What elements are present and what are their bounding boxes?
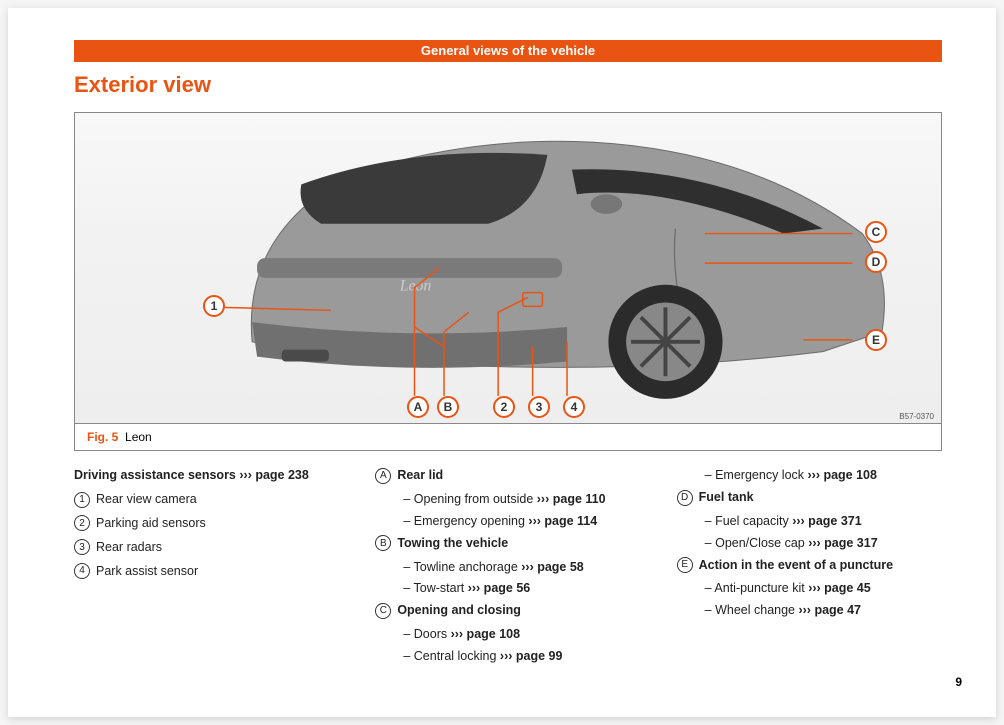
section-title: Fuel tank [699,490,754,504]
section-A: A Rear lid [375,465,640,487]
sub-ref: ››› page 58 [521,560,584,574]
sub-item: Fuel capacity ››› page 371 [677,511,942,533]
section-title: Action in the event of a puncture [699,558,893,572]
marker-A: A [375,468,391,484]
sub-text: Emergency opening [414,514,529,528]
sub-item: Opening from outside ››› page 110 [375,489,640,511]
callout-C: C [865,221,887,243]
marker-2: 2 [74,515,90,531]
figure-code: B57-0370 [896,411,937,422]
item-text: Park assist sensor [96,564,198,578]
sub-text: Central locking [414,649,500,663]
sub-text: Anti-puncture kit [714,581,808,595]
figure-caption-text: Leon [125,430,152,444]
sub-text: Doors [414,627,451,641]
item-text: Rear view camera [96,492,197,506]
figure-number: Fig. 5 [87,430,118,444]
sub-ref: ››› page 114 [528,514,597,528]
sub-item: Doors ››› page 108 [375,624,640,646]
item-text: Parking aid sensors [96,516,206,530]
callout-A: A [407,396,429,418]
sub-item: Emergency lock ››› page 108 [677,465,942,487]
legend-columns: Driving assistance sensors ››› page 238 … [74,465,942,668]
legend-col-3: Emergency lock ››› page 108 D Fuel tank F… [677,465,942,668]
sub-ref: ››› page 99 [500,649,563,663]
callout-3: 3 [528,396,550,418]
sub-item: Open/Close cap ››› page 317 [677,533,942,555]
section-title: Rear lid [397,468,443,482]
sub-text: Tow-start [414,581,468,595]
sub-text: Open/Close cap [715,536,808,550]
sub-ref: ››› page 108 [451,627,520,641]
marker-D: D [677,490,693,506]
marker-3: 3 [74,539,90,555]
sub-item: Anti-puncture kit ››› page 45 [677,578,942,600]
sub-ref: ››› page 110 [537,492,606,506]
sub-ref: ››› page 371 [792,514,861,528]
section-C: C Opening and closing [375,600,640,622]
section-title: Opening and closing [397,603,521,617]
section-E: E Action in the event of a puncture [677,555,942,577]
callout-2: 2 [493,396,515,418]
section-D: D Fuel tank [677,487,942,509]
marker-1: 1 [74,492,90,508]
page-title: Exterior view [74,72,942,98]
sub-item: Tow-start ››› page 56 [375,578,640,600]
sub-ref: ››› page 56 [468,581,531,595]
marker-C: C [375,603,391,619]
callout-4: 4 [563,396,585,418]
section-B: B Towing the vehicle [375,533,640,555]
callout-1: 1 [203,295,225,317]
sub-text: Wheel change [715,603,798,617]
heading-ref: ››› page 238 [239,468,308,482]
page-number: 9 [955,675,962,689]
sub-item: Towline anchorage ››› page 58 [375,557,640,579]
callout-E: E [865,329,887,351]
manual-page: General views of the vehicle Exterior vi… [8,8,996,717]
sub-text: Opening from outside [414,492,537,506]
marker-E: E [677,557,693,573]
figure-image: Leon 1 [75,113,941,423]
legend-col-1: Driving assistance sensors ››› page 238 … [74,465,339,668]
list-item: 4 Park assist sensor [74,561,339,583]
sub-text: Fuel capacity [715,514,792,528]
figure-box: Leon 1 [74,112,942,451]
sub-item: Emergency opening ››› page 114 [375,511,640,533]
section-title: Towing the vehicle [397,536,508,550]
heading-text: Driving assistance sensors [74,468,236,482]
figure-caption: Fig. 5 Leon [75,423,941,450]
driving-sensors-heading: Driving assistance sensors ››› page 238 [74,465,339,487]
sub-text: Emergency lock [715,468,807,482]
sub-item: Wheel change ››› page 47 [677,600,942,622]
sub-ref: ››› page 108 [808,468,877,482]
callout-B: B [437,396,459,418]
section-header: General views of the vehicle [74,40,942,62]
car-illustration: Leon [75,113,941,423]
sub-text: Towline anchorage [414,560,522,574]
sub-ref: ››› page 45 [808,581,871,595]
page-content: Exterior view [74,72,942,687]
marker-4: 4 [74,563,90,579]
list-item: 3 Rear radars [74,537,339,559]
list-item: 1 Rear view camera [74,489,339,511]
list-item: 2 Parking aid sensors [74,513,339,535]
callout-D: D [865,251,887,273]
sub-item: Central locking ››› page 99 [375,646,640,668]
legend-col-2: A Rear lid Opening from outside ››› page … [375,465,640,668]
sub-ref: ››› page 317 [808,536,877,550]
item-text: Rear radars [96,540,162,554]
marker-B: B [375,535,391,551]
sub-ref: ››› page 47 [798,603,861,617]
